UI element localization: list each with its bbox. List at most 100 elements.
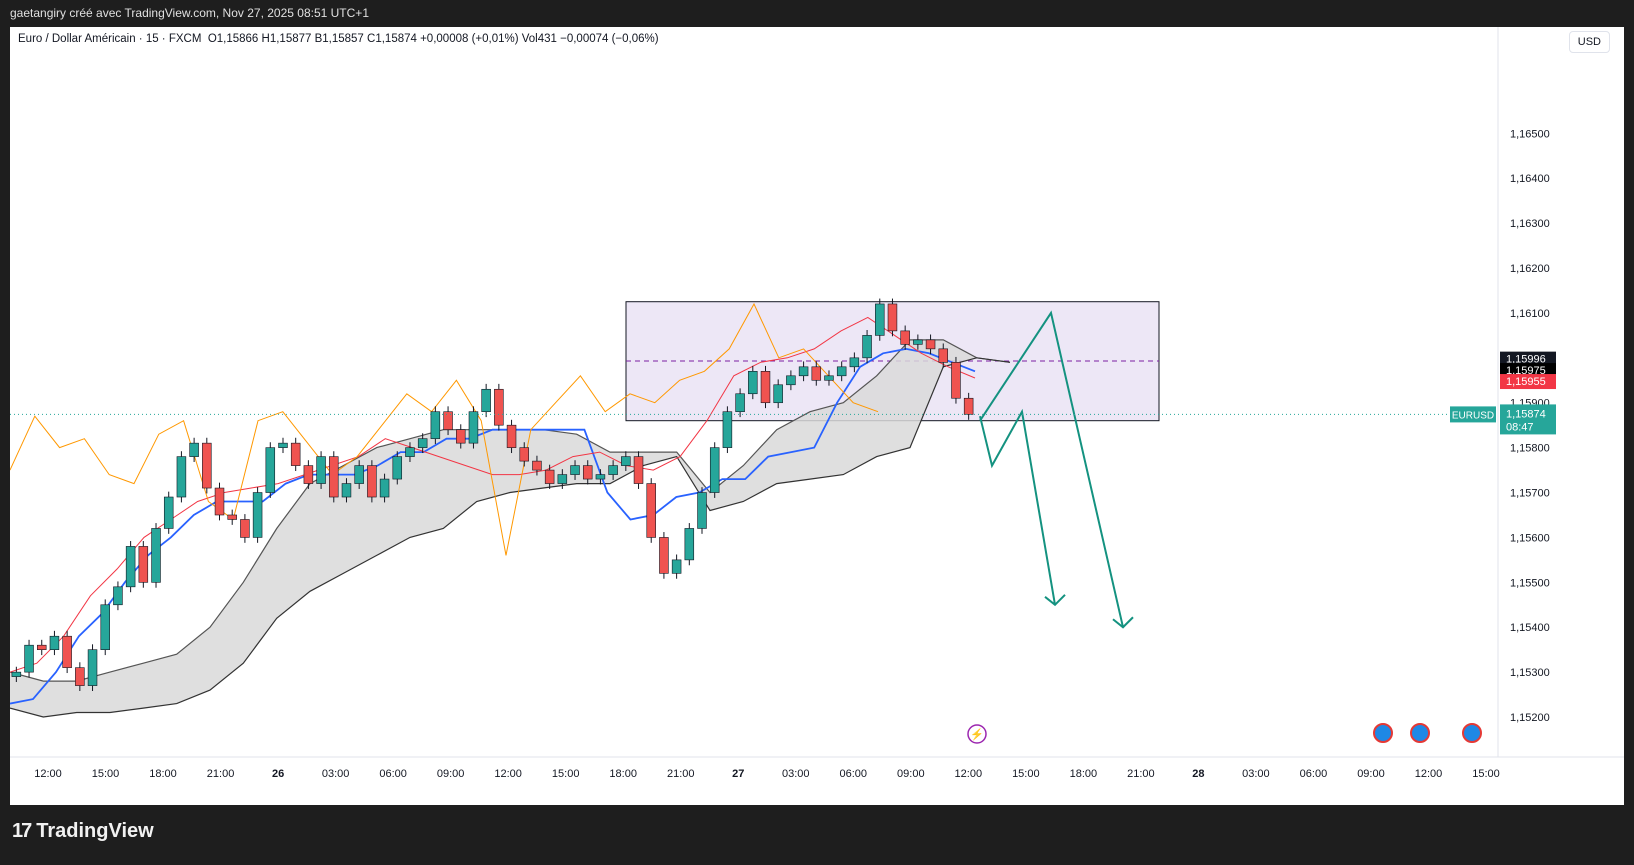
- price-tick-label: 1,15700: [1510, 488, 1550, 500]
- candle-body: [417, 438, 428, 448]
- candle-body: [697, 492, 707, 529]
- candle-body: [227, 514, 237, 520]
- event-markers-layer[interactable]: ⚡: [967, 723, 1482, 744]
- candle-body: [684, 528, 695, 561]
- candle-body: [189, 442, 199, 457]
- economic-event-icon[interactable]: [1373, 723, 1393, 743]
- candle-body: [963, 397, 974, 415]
- candle-body: [900, 330, 910, 345]
- candle-body: [100, 604, 110, 650]
- candle-body: [925, 339, 936, 350]
- price-tag-label: 1,15996: [1506, 354, 1546, 366]
- candle-body: [824, 375, 834, 381]
- candle-body: [646, 483, 656, 538]
- symbol-legend: Euro / Dollar Américain · 15 · FXCM O1,1…: [18, 33, 659, 45]
- candle-body: [379, 478, 390, 498]
- time-tick-label: 15:00: [552, 768, 580, 780]
- time-tick-label: 03:00: [322, 768, 350, 780]
- candle-body: [849, 357, 860, 368]
- time-tick-label: 18:00: [1070, 768, 1098, 780]
- candle-body: [341, 483, 352, 498]
- candle-body: [367, 465, 377, 498]
- projection-arrowhead: [1044, 594, 1066, 607]
- chart-frame: Euro / Dollar Américain · 15 · FXCM O1,1…: [9, 27, 1624, 805]
- time-tick-label: 15:00: [1472, 768, 1500, 780]
- candle-body: [252, 492, 263, 538]
- candle-body: [113, 586, 123, 606]
- candle-body: [887, 303, 898, 332]
- countdown-value: 08:47: [1506, 421, 1534, 433]
- tradingview-branding: 17 TradingView: [12, 820, 154, 843]
- time-tick-label: 06:00: [379, 768, 407, 780]
- candle-body: [798, 366, 809, 377]
- candle-body: [506, 424, 517, 448]
- price-tag: [1500, 351, 1556, 367]
- symbol-name[interactable]: Euro / Dollar Américain · 15 · FXCM: [18, 33, 202, 45]
- time-tick-label: 27: [732, 768, 744, 780]
- candle-body: [138, 546, 149, 583]
- economic-event-icon[interactable]: [1462, 723, 1482, 743]
- axes-layer: 1,16500 1,16400 1,16300 1,16200 1,16100 1,159…: [10, 27, 1624, 780]
- price-chart[interactable]: ⚡ 1,165001,164001,163001,162001,161001,1…: [9, 27, 1624, 805]
- price-tick-label: 1,15600: [1510, 532, 1550, 544]
- candle-body: [735, 393, 745, 413]
- time-tick-label: 09:00: [1357, 768, 1385, 780]
- candle-body: [443, 411, 453, 430]
- time-tick-label: 12:00: [955, 768, 983, 780]
- candle-body: [278, 442, 288, 448]
- candle-body: [557, 474, 568, 484]
- candle-body: [75, 667, 85, 686]
- time-tick-label: 09:00: [437, 768, 465, 780]
- time-tick-label: 12:00: [34, 768, 62, 780]
- time-tick-label: 12:00: [1415, 768, 1443, 780]
- price-tag: [1500, 374, 1556, 390]
- candle-body: [11, 671, 22, 677]
- candles-layer: [11, 298, 974, 691]
- candle-body: [303, 465, 314, 484]
- candle-body: [354, 465, 364, 484]
- candle-body: [49, 635, 60, 650]
- time-tick-label: 03:00: [782, 768, 810, 780]
- candle-body: [951, 362, 961, 399]
- candle-body: [862, 335, 872, 359]
- candle-body: [405, 447, 415, 457]
- candle-body: [468, 411, 479, 444]
- candle-body: [481, 388, 491, 413]
- price-tag-label: 1,15955: [1506, 376, 1546, 388]
- candle-body: [760, 371, 771, 404]
- price-tick-label: 1,15800: [1510, 443, 1550, 455]
- candle-body: [430, 411, 441, 439]
- currency-button[interactable]: USD: [1568, 31, 1610, 53]
- candle-body: [36, 644, 47, 650]
- time-tick-label: 06:00: [840, 768, 868, 780]
- time-tick-label: 21:00: [207, 768, 235, 780]
- lightning-glyph: ⚡: [970, 728, 984, 741]
- tradingview-logo-icon: 17: [12, 820, 32, 842]
- candle-body: [329, 456, 339, 498]
- time-tick-label: 06:00: [1300, 768, 1328, 780]
- candle-body: [202, 442, 212, 489]
- candle-body: [748, 371, 758, 395]
- projection-path[interactable]: [979, 408, 1056, 605]
- lightning-event-icon[interactable]: [967, 724, 987, 744]
- price-tick-label: 1,15400: [1510, 622, 1550, 634]
- candle-body: [875, 303, 885, 336]
- candle-body: [494, 388, 504, 426]
- projection-arrowhead: [1112, 616, 1134, 629]
- brand-name: TradingView: [36, 820, 154, 842]
- candle-body: [24, 644, 34, 673]
- cloud-lower-line: [9, 357, 1011, 718]
- projection-path[interactable]: [979, 310, 1124, 628]
- time-tick-label: 15:00: [92, 768, 120, 780]
- projection-layer[interactable]: [979, 310, 1134, 629]
- economic-event-icon[interactable]: [1410, 723, 1430, 743]
- ichimoku-cloud: [10, 339, 1010, 717]
- candle-body: [532, 460, 542, 471]
- candle-body: [240, 519, 250, 538]
- candle-body: [290, 442, 301, 466]
- price-tick-label: 1,15500: [1510, 577, 1550, 589]
- time-tick-label: 21:00: [667, 768, 695, 780]
- candle-body: [265, 447, 276, 493]
- lagging-line: [9, 302, 879, 556]
- symbol-tag-label: EURUSD: [1452, 410, 1494, 421]
